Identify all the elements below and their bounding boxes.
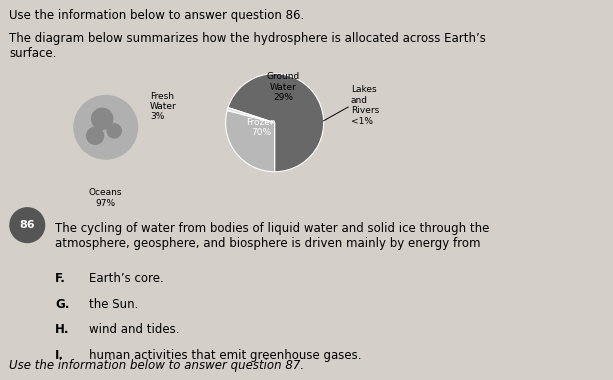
Wedge shape: [227, 108, 275, 123]
Text: Use the information below to answer question 86.: Use the information below to answer ques…: [9, 10, 305, 22]
Text: Use the information below to answer question 87.: Use the information below to answer ques…: [9, 359, 304, 372]
Text: F.: F.: [55, 272, 66, 285]
Text: The diagram below summarizes how the hydrosphere is allocated across Earth’s
sur: The diagram below summarizes how the hyd…: [9, 32, 486, 60]
Text: 86: 86: [20, 220, 35, 230]
Text: I.: I.: [55, 349, 64, 362]
Text: Oceans
97%: Oceans 97%: [89, 188, 122, 207]
Wedge shape: [226, 111, 275, 172]
Circle shape: [10, 208, 45, 242]
Text: Earth’s core.: Earth’s core.: [89, 272, 164, 285]
Text: Fresh
Water
3%: Fresh Water 3%: [150, 92, 177, 121]
Wedge shape: [228, 74, 324, 172]
Text: Lakes
and
Rivers
<1%: Lakes and Rivers <1%: [351, 86, 379, 126]
Text: The cycling of water from bodies of liquid water and solid ice through the
atmos: The cycling of water from bodies of liqu…: [55, 222, 490, 250]
Text: wind and tides.: wind and tides.: [89, 323, 180, 336]
Text: Ground
Water
29%: Ground Water 29%: [267, 73, 300, 102]
Circle shape: [92, 108, 113, 130]
Text: human activities that emit greenhouse gases.: human activities that emit greenhouse ga…: [89, 349, 362, 362]
Circle shape: [107, 124, 121, 138]
Text: H.: H.: [55, 323, 70, 336]
Text: the Sun.: the Sun.: [89, 298, 139, 310]
Text: G.: G.: [55, 298, 69, 310]
Circle shape: [74, 96, 137, 159]
Circle shape: [86, 127, 104, 144]
Text: Frozen
70%: Frozen 70%: [246, 118, 276, 137]
